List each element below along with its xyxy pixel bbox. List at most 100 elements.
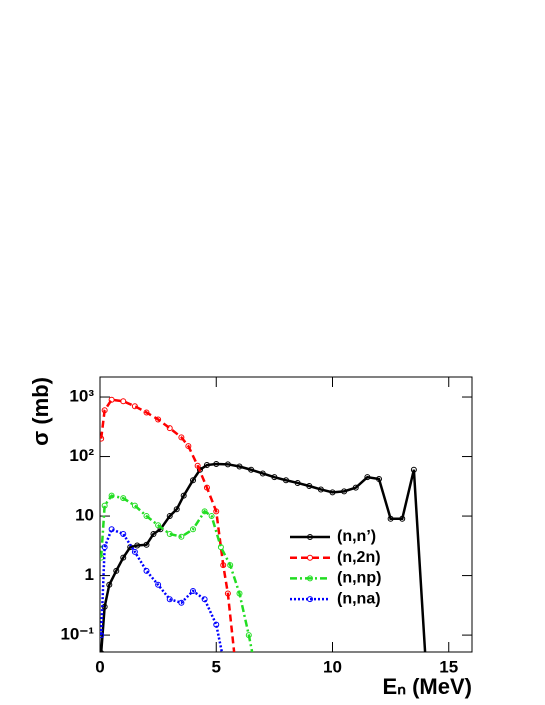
point-marker	[376, 475, 382, 482]
x-axis-label: Eₙ (MeV)	[383, 674, 472, 699]
point-marker	[101, 407, 108, 414]
point-marker	[190, 526, 196, 533]
point-marker	[341, 488, 348, 495]
point-marker	[245, 632, 252, 639]
point-marker	[217, 544, 224, 551]
point-marker	[120, 530, 127, 537]
point-marker	[227, 562, 234, 569]
legend-label: (n,n’)	[337, 528, 376, 545]
point-marker	[131, 548, 138, 555]
point-marker	[221, 656, 226, 661]
point-marker	[224, 461, 231, 468]
point-marker	[387, 515, 394, 522]
point-marker	[166, 425, 173, 432]
plot-area	[100, 396, 428, 661]
point-marker	[173, 506, 180, 513]
point-marker	[155, 416, 162, 423]
x-tick-label: 5	[212, 657, 221, 676]
point-marker	[236, 463, 243, 470]
point-marker	[178, 599, 185, 606]
point-marker	[178, 533, 185, 540]
point-marker	[101, 502, 108, 509]
y-tick-label: 10²	[69, 446, 94, 465]
y-tick-label: 10	[75, 506, 94, 525]
point-marker	[271, 474, 278, 481]
x-tick-label: 10	[323, 657, 342, 676]
point-marker	[155, 581, 162, 588]
point-marker	[232, 656, 237, 661]
point-marker	[131, 502, 138, 509]
series-line	[100, 494, 254, 652]
legend-marker	[307, 575, 313, 582]
point-marker	[143, 409, 150, 416]
point-marker	[248, 466, 255, 473]
point-marker	[113, 567, 120, 574]
point-marker	[224, 590, 231, 597]
legend-marker	[307, 596, 313, 603]
y-axis-label: σ (mb)	[28, 377, 53, 446]
point-marker	[185, 443, 192, 450]
point-marker	[329, 489, 336, 496]
point-marker	[236, 590, 243, 597]
y-tick-label: 1	[85, 565, 94, 584]
point-marker	[283, 477, 289, 484]
point-marker	[213, 621, 220, 628]
legend-marker	[307, 534, 313, 540]
point-marker	[101, 544, 108, 551]
point-marker	[364, 474, 371, 481]
point-marker	[201, 508, 208, 515]
point-marker	[203, 484, 210, 491]
point-marker	[106, 581, 113, 588]
point-marker	[100, 435, 105, 442]
y-tick-label: 10³	[69, 387, 94, 406]
point-marker	[208, 513, 215, 520]
point-marker	[155, 522, 162, 529]
point-marker	[201, 596, 208, 603]
point-marker	[317, 486, 324, 493]
point-marker	[166, 513, 173, 520]
legend-marker	[307, 554, 313, 561]
x-tick-label: 15	[439, 657, 458, 676]
x-tick-label: 0	[95, 657, 104, 676]
point-marker	[143, 513, 150, 520]
point-marker	[203, 462, 210, 469]
point-marker	[213, 508, 220, 515]
point-marker	[410, 466, 417, 473]
point-marker	[220, 562, 227, 569]
legend-label: (n,np)	[337, 570, 381, 587]
point-marker	[131, 403, 138, 410]
point-marker	[190, 477, 196, 484]
point-marker	[108, 526, 115, 533]
plot-frame	[99, 376, 473, 653]
point-marker	[178, 434, 185, 441]
series-line	[100, 398, 236, 652]
point-marker	[166, 530, 173, 537]
legend-label: (n,2n)	[337, 549, 381, 566]
point-marker	[143, 541, 150, 548]
point-marker	[120, 495, 127, 502]
point-marker	[194, 462, 201, 469]
series-line	[100, 527, 224, 652]
point-marker	[213, 460, 220, 467]
point-marker	[166, 596, 173, 603]
point-marker	[259, 470, 266, 477]
point-marker	[134, 542, 141, 549]
y-tick-label: 10⁻¹	[60, 625, 94, 644]
point-marker	[100, 632, 105, 639]
legend-label: (n,na)	[337, 590, 381, 607]
point-marker	[150, 530, 157, 537]
point-marker	[100, 650, 104, 652]
point-marker	[120, 554, 127, 561]
point-marker	[399, 515, 406, 522]
point-marker	[294, 479, 301, 486]
point-marker	[251, 656, 256, 661]
point-marker	[120, 398, 127, 405]
point-marker	[190, 588, 196, 595]
point-marker	[306, 482, 313, 489]
point-marker	[108, 492, 115, 499]
point-marker	[423, 656, 428, 661]
point-marker	[108, 396, 115, 403]
point-marker	[352, 484, 359, 491]
point-marker	[180, 492, 187, 499]
